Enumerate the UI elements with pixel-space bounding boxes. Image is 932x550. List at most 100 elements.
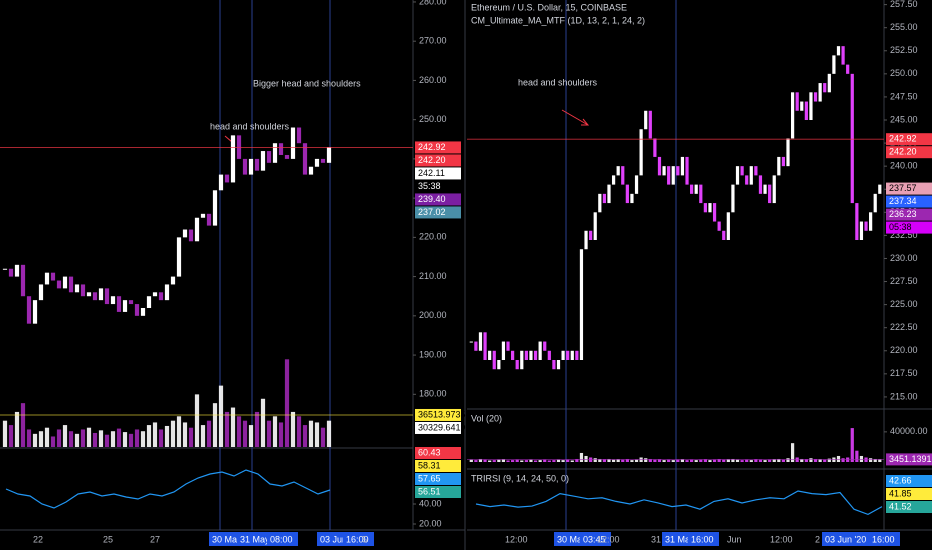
candle <box>529 350 533 360</box>
y-tick-label: 232.50 <box>890 230 918 240</box>
candle <box>188 229 194 242</box>
volume-bar <box>56 429 62 447</box>
volume-bar <box>515 459 519 462</box>
pane-title: Ethereum / U.S. Dollar, 15, COINBASE <box>471 2 627 12</box>
candle <box>754 166 758 176</box>
volume-bar <box>616 459 620 462</box>
volume-bar <box>745 459 749 462</box>
y-tick-label: 220.00 <box>890 345 918 355</box>
candle <box>497 360 501 370</box>
volume-bar <box>625 458 629 462</box>
volume-bar <box>648 458 652 462</box>
x-tick-label: Jun <box>727 534 742 544</box>
candle <box>556 360 561 370</box>
candle <box>44 272 50 285</box>
volume-bar <box>520 460 524 462</box>
volume-bar <box>506 460 510 462</box>
y-tick-label: 255.00 <box>890 22 918 32</box>
volume-bar <box>483 459 487 462</box>
price-tag <box>415 447 461 459</box>
candle <box>579 249 584 360</box>
price-tag <box>886 182 932 195</box>
volume-bar <box>575 458 579 462</box>
volume-bar <box>20 403 26 447</box>
price-tag-label: 35:38 <box>418 181 441 191</box>
volume-bar <box>749 460 753 462</box>
candle <box>823 83 827 93</box>
candle <box>827 73 831 93</box>
candle <box>92 292 98 301</box>
candle <box>272 143 278 163</box>
volume-bar <box>200 425 206 447</box>
price-tag <box>415 473 461 485</box>
volume-bar <box>584 455 588 462</box>
volume-bar <box>657 459 662 462</box>
time-highlight <box>580 532 611 546</box>
candle <box>786 138 790 167</box>
y-tick-label: 240.00 <box>890 161 918 171</box>
time-highlight <box>267 532 298 546</box>
volume-bar <box>230 407 236 447</box>
volume-bar <box>14 411 20 447</box>
candle <box>763 184 767 194</box>
candle <box>740 166 744 176</box>
candle <box>667 166 671 185</box>
y-tick-label: 215.00 <box>890 391 918 401</box>
price-tag <box>415 408 461 421</box>
volume-bar <box>593 458 597 462</box>
price-tag <box>886 488 932 500</box>
volume-bar <box>26 429 32 447</box>
volume-bar <box>497 459 501 462</box>
volume-bar <box>492 460 496 462</box>
candle <box>570 350 574 360</box>
candle <box>593 212 597 240</box>
pane-title: Vol (20) <box>471 413 502 423</box>
candle <box>657 156 662 176</box>
x-tick-label: 31 <box>651 534 661 544</box>
candle <box>104 288 110 305</box>
candle <box>804 101 808 120</box>
candle <box>543 341 547 351</box>
pane-subtitle: CM_Ultimate_MA_MTF (1D, 13, 2, 1, 24, 2) <box>471 15 645 25</box>
candle <box>492 350 496 370</box>
volume-bar <box>296 416 302 447</box>
price-tag-label: 05:38 <box>889 222 912 232</box>
volume-bar <box>272 416 278 447</box>
candle <box>813 92 818 102</box>
volume-bar <box>703 459 707 462</box>
x-tick-label: 5 <box>362 534 367 544</box>
candle <box>8 268 14 277</box>
volume-bar <box>182 422 188 447</box>
time-highlight <box>822 532 878 546</box>
price-tag <box>886 453 932 466</box>
price-tag <box>886 195 932 208</box>
volume-bar <box>712 459 717 462</box>
x-tick-label: 03 Jun '20 <box>825 534 866 544</box>
volume-bar <box>855 450 859 462</box>
candle <box>506 341 510 351</box>
candle <box>644 110 648 130</box>
candle <box>308 166 314 175</box>
candle <box>284 154 290 159</box>
volume-bar <box>158 429 164 447</box>
volume-bar <box>621 459 625 462</box>
volume-bar <box>236 416 242 447</box>
volume-bar <box>320 427 326 447</box>
candle <box>795 92 799 111</box>
x-tick-label: 31 May '20 <box>240 534 284 544</box>
candle <box>878 184 882 194</box>
candle <box>781 156 786 167</box>
price-tag <box>886 475 932 487</box>
price-tag <box>886 501 932 513</box>
volume-bar <box>781 459 786 462</box>
volume-bar <box>726 459 730 462</box>
volume-bar <box>685 460 689 462</box>
candle <box>662 166 666 176</box>
price-tag-label: 239.40 <box>418 194 446 204</box>
volume-bar <box>671 460 675 462</box>
x-tick-label: 03:45 <box>583 534 606 544</box>
volume-bar <box>754 459 758 462</box>
x-tick-label: 27 <box>150 534 160 544</box>
candle <box>182 229 188 238</box>
y-tick-label: 247.50 <box>890 91 918 101</box>
